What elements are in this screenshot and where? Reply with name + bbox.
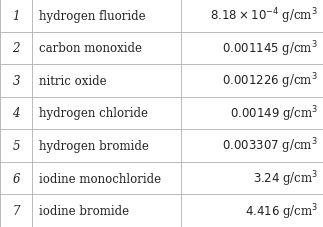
Text: carbon monoxide: carbon monoxide (39, 42, 142, 55)
Text: hydrogen chloride: hydrogen chloride (39, 107, 148, 120)
Text: $8.18\times10^{-4}$ g/cm$^3$: $8.18\times10^{-4}$ g/cm$^3$ (210, 6, 318, 26)
Text: 7: 7 (12, 204, 20, 217)
Text: $4.416$ g/cm$^3$: $4.416$ g/cm$^3$ (245, 201, 318, 221)
Text: $3.24$ g/cm$^3$: $3.24$ g/cm$^3$ (253, 169, 318, 188)
Text: hydrogen bromide: hydrogen bromide (39, 139, 149, 152)
Text: 3: 3 (12, 75, 20, 88)
Text: $0.001145$ g/cm$^3$: $0.001145$ g/cm$^3$ (223, 39, 318, 58)
Text: 1: 1 (12, 10, 20, 23)
Text: iodine monochloride: iodine monochloride (39, 172, 161, 185)
Text: 2: 2 (12, 42, 20, 55)
Text: $0.003307$ g/cm$^3$: $0.003307$ g/cm$^3$ (223, 136, 318, 156)
Text: 5: 5 (12, 139, 20, 152)
Text: 4: 4 (12, 107, 20, 120)
Text: 6: 6 (12, 172, 20, 185)
Text: $0.001226$ g/cm$^3$: $0.001226$ g/cm$^3$ (223, 71, 318, 91)
Text: hydrogen fluoride: hydrogen fluoride (39, 10, 145, 23)
Text: iodine bromide: iodine bromide (39, 204, 129, 217)
Text: $0.00149$ g/cm$^3$: $0.00149$ g/cm$^3$ (230, 104, 318, 123)
Text: nitric oxide: nitric oxide (39, 75, 106, 88)
